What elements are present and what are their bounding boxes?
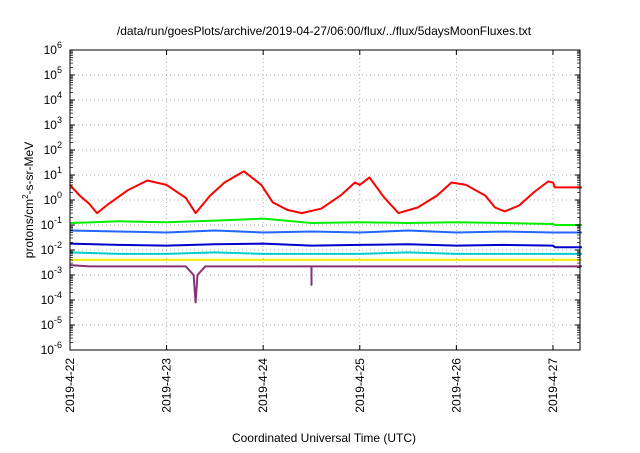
series-layer: [69, 170, 582, 304]
series-line: [69, 251, 582, 255]
series-line: [69, 217, 582, 226]
grid-layer: [70, 50, 580, 350]
x-tick-label: 2019-4-26: [449, 358, 463, 413]
series-line: [69, 229, 582, 234]
y-tick-label: 106: [44, 40, 62, 57]
y-tick-label: 10-4: [41, 290, 62, 307]
y-tick-label: 10-3: [41, 265, 62, 282]
y-tick-label: 10-5: [41, 315, 62, 332]
y-tick-label: 10-1: [41, 215, 62, 232]
y-tick-label: 10-6: [41, 340, 62, 357]
y-tick-label: 102: [44, 140, 62, 157]
x-tick-label: 2019-4-22: [63, 358, 77, 413]
tick-layer: 10-6 10-5 10-4 10-3 10-2 10-1 100 101 102 103 104 1…: [41, 40, 580, 413]
y-tick-label: 101: [44, 165, 62, 182]
y-tick-label: 104: [44, 90, 62, 107]
chart-title: /data/run/goesPlots/archive/2019-04-27/0…: [117, 24, 532, 38]
y-axis-label: protons/cm2-s-sr-MeV: [21, 142, 36, 258]
y-axis-label-prefix: protons/cm: [22, 199, 36, 258]
series-line: [69, 170, 582, 215]
series-line: [69, 242, 582, 249]
x-axis-label: Coordinated Universal Time (UTC): [232, 431, 416, 445]
x-tick-label: 2019-4-25: [353, 358, 367, 413]
y-tick-label: 100: [44, 190, 62, 207]
x-tick-label: 2019-4-27: [546, 358, 560, 413]
y-tick-label: 103: [44, 115, 62, 132]
y-axis-label-suffix: -s-sr-MeV: [22, 142, 36, 195]
x-tick-label: 2019-4-23: [160, 358, 174, 413]
y-tick-label: 105: [44, 65, 62, 82]
x-tick-label: 2019-4-24: [256, 358, 270, 413]
y-tick-label: 10-2: [41, 240, 62, 257]
y-axis-label-sup: 2: [21, 194, 30, 199]
series-line: [69, 264, 582, 304]
